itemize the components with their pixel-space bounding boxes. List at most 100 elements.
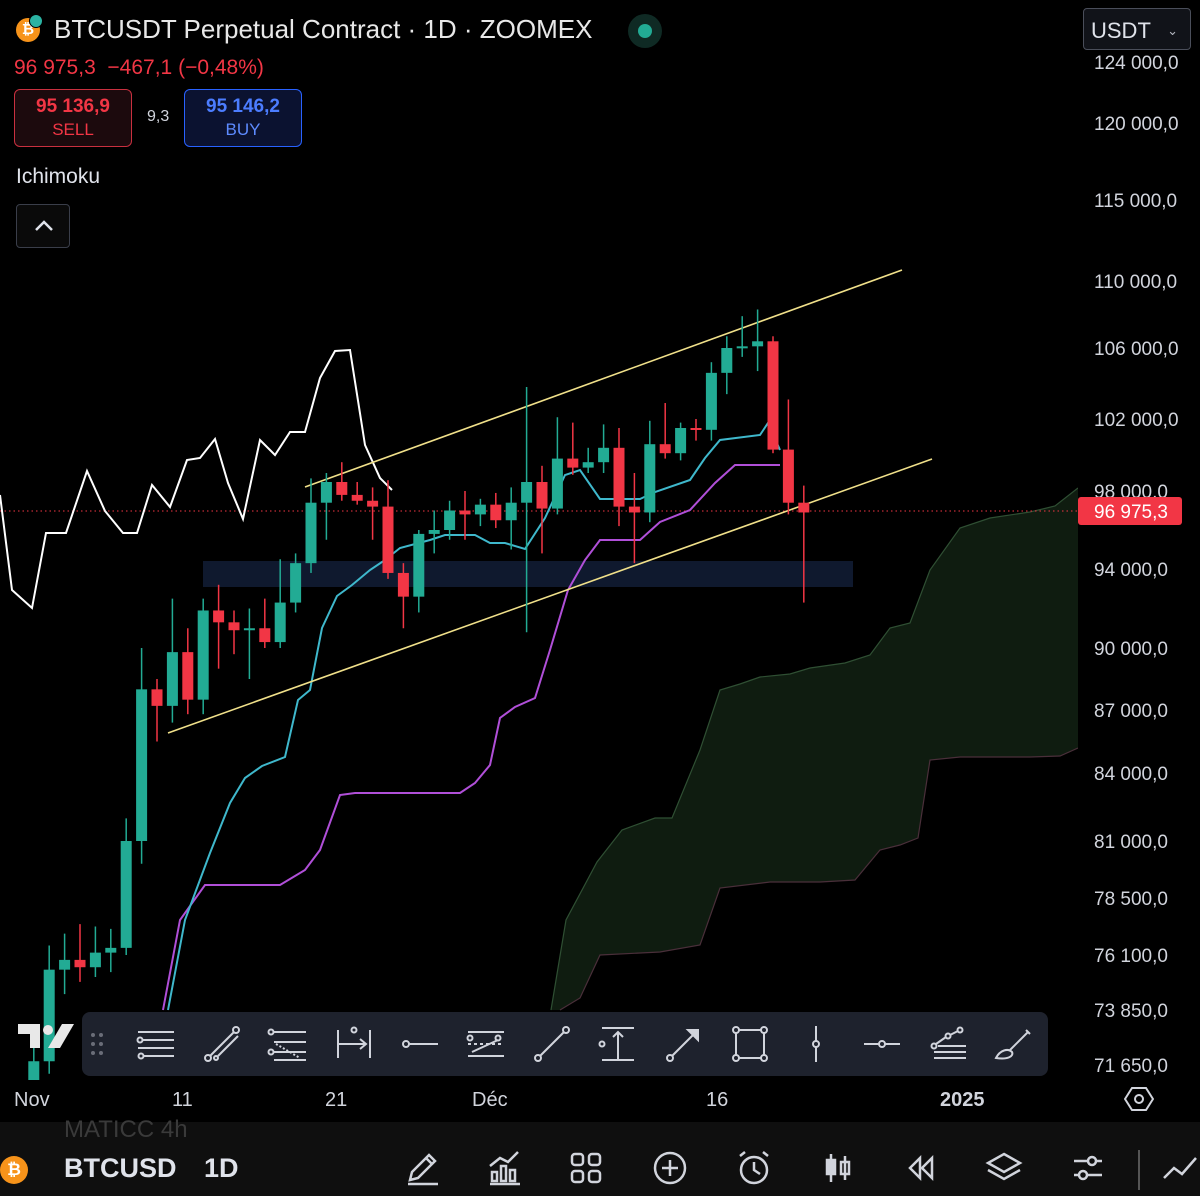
drawing-toolbar (82, 1012, 1048, 1076)
candle-down (782, 449, 794, 503)
price-axis-label: 78 500,0 (1094, 889, 1168, 910)
indicators-icon[interactable] (484, 1148, 524, 1188)
price-axis-label: 81 000,0 (1094, 832, 1168, 853)
candle-down (74, 959, 86, 968)
chart-settings-icon[interactable] (1124, 1084, 1154, 1114)
time-axis-label: 2025 (940, 1089, 985, 1111)
candle-down (336, 482, 348, 495)
candle-up (120, 841, 132, 948)
trend-line-tool-icon[interactable] (198, 1020, 246, 1068)
candle-up (290, 563, 302, 603)
collapse-legend-button[interactable] (16, 204, 70, 248)
price-chart[interactable]: 124 000,0 120 000,0 115 000,0 110 000,0 106 … (0, 0, 1200, 1130)
candle-down (213, 610, 225, 623)
parallel-channel-tool-icon[interactable] (462, 1020, 510, 1068)
pitchfork-tool-icon[interactable] (924, 1020, 972, 1068)
candle-up (59, 959, 71, 970)
price-change: 96 975,3 −467,1 (−0,48%) (14, 56, 264, 80)
price-axis-label: 76 100,0 (1094, 946, 1168, 967)
sell-price: 95 136,9 (36, 96, 110, 117)
currency-select[interactable]: USDT ⌄ (1083, 8, 1191, 50)
candle-up (43, 969, 55, 1062)
price-axis-label: 102 000,0 (1094, 410, 1179, 431)
time-axis-label: 11 (172, 1089, 193, 1111)
bitcoin-icon: ₿ (0, 1156, 28, 1184)
horizontal-lines-tool-icon[interactable] (132, 1020, 180, 1068)
last-price: 96 975,3 (14, 56, 96, 79)
candle-up (505, 502, 517, 521)
candle-up (705, 372, 717, 430)
date-range-tool-icon[interactable] (330, 1020, 378, 1068)
candle-up (89, 952, 101, 968)
chart-header: ₿ BTCUSDT Perpetual Contract · 1D · ZOOM… (0, 0, 1080, 60)
rectangle-tool-icon[interactable] (726, 1020, 774, 1068)
brush-tool-icon[interactable] (990, 1020, 1038, 1068)
ichimoku-cloud (551, 488, 1078, 1010)
arrow-tool-icon[interactable] (660, 1020, 708, 1068)
candle-down (690, 428, 702, 430)
time-axis-label: 16 (706, 1089, 728, 1111)
symbol-button[interactable]: BTCUSDT (64, 1153, 176, 1183)
fib-retracement-tool-icon[interactable] (264, 1020, 312, 1068)
more-tools-icon[interactable] (1160, 1148, 1200, 1188)
horizontal-ray-tool-icon[interactable] (396, 1020, 444, 1068)
candle-up (28, 1061, 40, 1080)
candle-down (182, 652, 194, 700)
price-axis-label: 94 000,0 (1094, 560, 1168, 581)
price-axis-label: 90 000,0 (1094, 639, 1168, 660)
candle-up (474, 504, 486, 515)
candle-down (628, 506, 640, 513)
vertical-line-tool-icon[interactable] (792, 1020, 840, 1068)
candle-down (351, 494, 363, 501)
candle-down (659, 444, 671, 454)
tradingview-logo (18, 1024, 74, 1048)
candle-up (305, 502, 317, 564)
candle-up (644, 444, 656, 513)
candle-down (228, 622, 240, 631)
sell-label: SELL (52, 120, 94, 139)
replay-icon[interactable] (900, 1148, 940, 1188)
nav-divider (1138, 1150, 1140, 1190)
line-tool-icon[interactable] (528, 1020, 576, 1068)
price-axis-label: 124 000,0 (1094, 53, 1179, 74)
candle-up (752, 341, 764, 347)
horizontal-line-tool-icon[interactable] (858, 1020, 906, 1068)
chevron-down-icon: ⌄ (1167, 23, 1178, 38)
chevron-up-icon (35, 220, 53, 231)
candle-down (367, 500, 379, 507)
sell-button[interactable]: 95 136,9 SELL (14, 89, 132, 147)
price-axis-label: 87 000,0 (1094, 701, 1168, 722)
candle-up (274, 602, 286, 643)
symbol-title[interactable]: BTCUSDT Perpetual Contract · 1D · ZOOMEX (54, 14, 593, 44)
buy-label: BUY (225, 120, 261, 139)
add-icon[interactable] (650, 1148, 690, 1188)
market-status-icon[interactable] (628, 14, 662, 48)
candle-down (536, 482, 548, 509)
drag-handle-icon[interactable] (90, 1032, 104, 1056)
senkou-span-b (559, 747, 1078, 1011)
interval-button[interactable]: 1D (204, 1153, 239, 1183)
candle-up (136, 689, 148, 841)
pencil-icon[interactable] (402, 1148, 442, 1188)
candle-up (197, 610, 209, 700)
price-range-tool-icon[interactable] (594, 1020, 642, 1068)
candle-down (613, 447, 625, 507)
candle-up (551, 458, 563, 509)
candle-up (166, 652, 178, 706)
tenkan-sen (167, 420, 781, 1011)
price-axis-label: 115 000,0 (1094, 191, 1177, 212)
layout-grid-icon[interactable] (566, 1148, 606, 1188)
last-price-badge (1078, 496, 1182, 525)
candles-icon[interactable] (818, 1148, 858, 1188)
ghost-symbol: MATICC 4h (64, 1116, 188, 1143)
spread-value: 9,3 (147, 108, 170, 125)
buy-button[interactable]: 95 146,2 BUY (184, 89, 302, 147)
candle-down (397, 572, 409, 597)
candle-down (567, 458, 579, 468)
settings-sliders-icon[interactable] (1068, 1148, 1108, 1188)
candle-up (320, 482, 332, 503)
alarm-icon[interactable] (734, 1148, 774, 1188)
indicator-legend[interactable]: Ichimoku (16, 165, 101, 188)
layers-icon[interactable] (984, 1148, 1024, 1188)
time-axis-label: Nov (14, 1089, 50, 1111)
